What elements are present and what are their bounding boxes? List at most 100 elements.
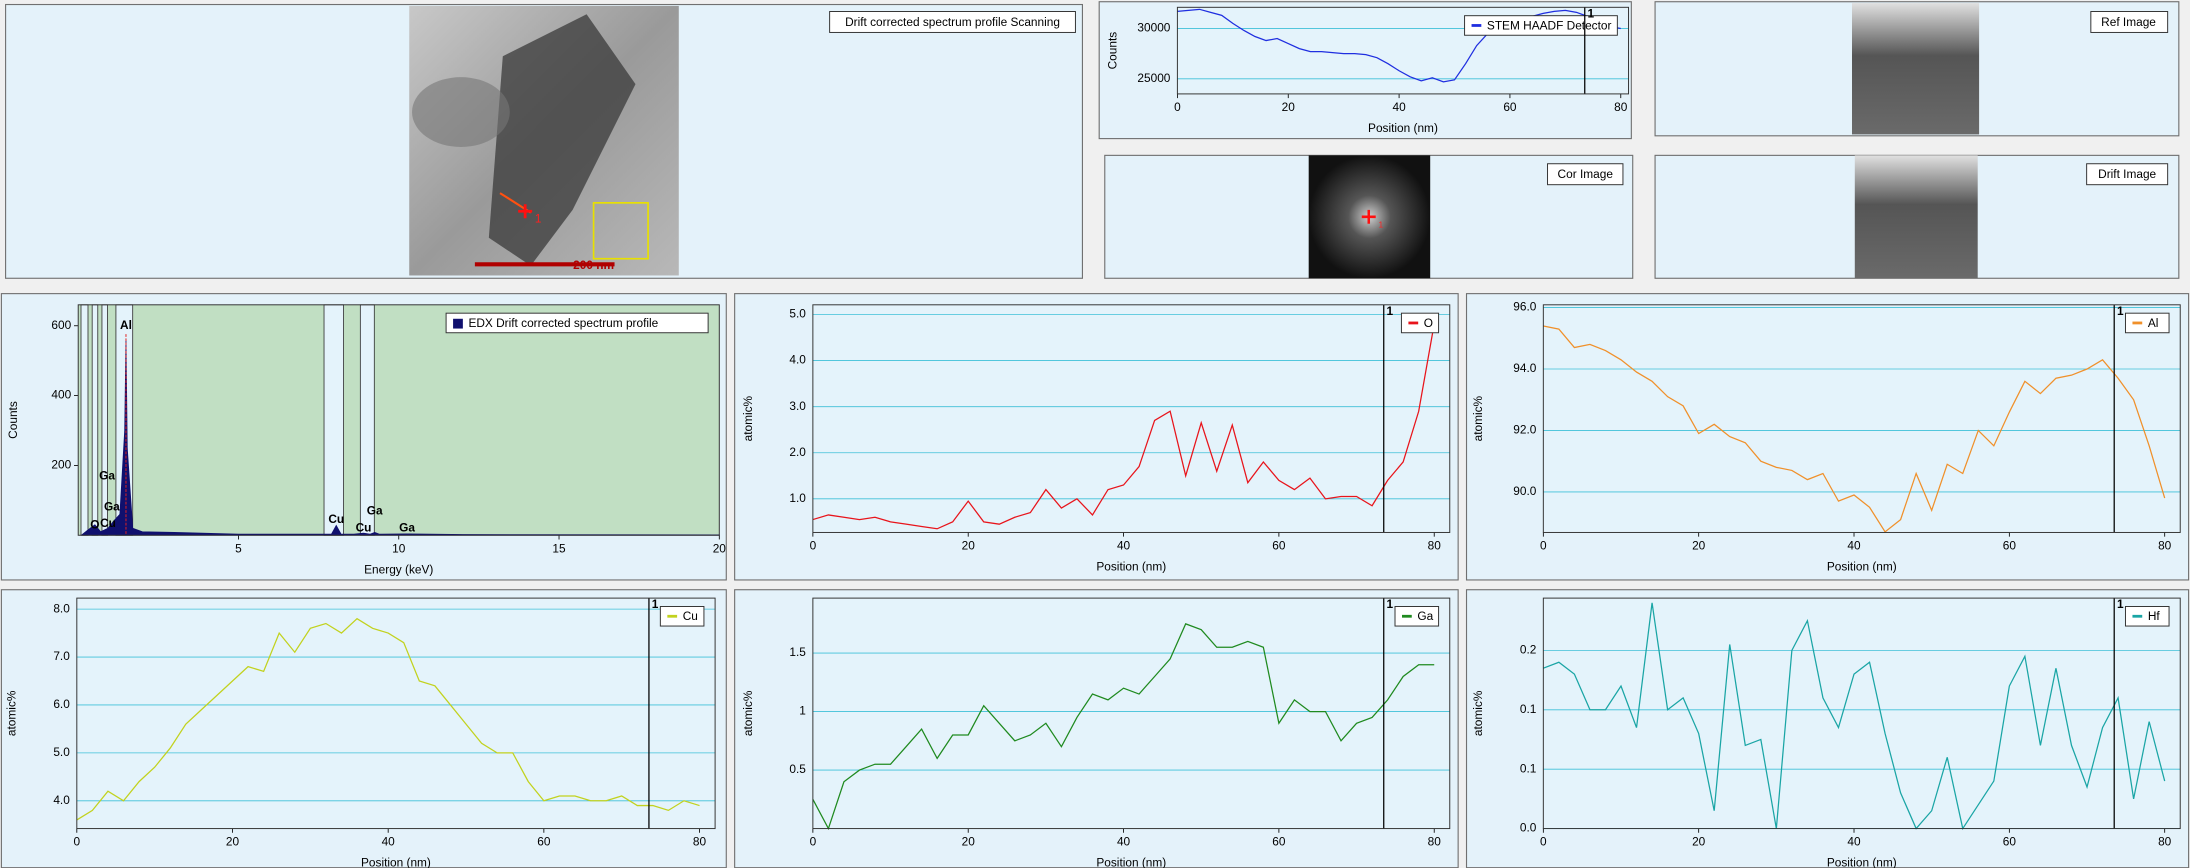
x-tick-label: 80 xyxy=(1614,100,1628,114)
peak-label: Ga xyxy=(104,499,120,513)
series-line xyxy=(1177,8,1621,83)
peak-label: Cu xyxy=(328,512,344,526)
y-tick-label: 4.0 xyxy=(789,353,806,367)
drift-roi xyxy=(592,202,649,260)
y-axis-label: Counts xyxy=(1105,32,1119,70)
x-tick-label: 80 xyxy=(1428,835,1442,849)
y-tick-label: 3.0 xyxy=(789,399,806,413)
x-tick-label: 10 xyxy=(392,541,406,555)
x-tick-label: 20 xyxy=(962,539,976,553)
cursor-label: 1 xyxy=(1588,6,1595,20)
peak-label: Al xyxy=(120,318,132,332)
legend-box xyxy=(2124,606,2170,627)
plot-frame xyxy=(1176,6,1630,95)
x-axis-label: Position (nm) xyxy=(1096,856,1166,868)
plot-area xyxy=(1543,598,2181,829)
x-tick-label: 60 xyxy=(1272,835,1286,849)
cursor-label: 1 xyxy=(1387,304,1394,318)
x-tick-label: 0 xyxy=(1540,539,1547,553)
x-tick-label: 40 xyxy=(1392,100,1406,114)
y-tick-label: 5.0 xyxy=(53,745,70,759)
y-axis-label: atomic% xyxy=(1471,690,1485,736)
y-tick-label: 400 xyxy=(51,388,71,402)
x-tick-label: 80 xyxy=(2158,539,2172,553)
x-tick-label: 20 xyxy=(1692,539,1706,553)
energy-window xyxy=(91,304,99,536)
x-tick-label: 60 xyxy=(1503,100,1517,114)
y-tick-label: 92.0 xyxy=(1513,423,1536,437)
peak-label: Cu xyxy=(100,516,116,530)
scale-bar-label: 200 nm xyxy=(573,258,614,272)
legend-box xyxy=(445,312,709,334)
series-line xyxy=(1543,602,2166,831)
tem-particle xyxy=(488,14,636,266)
y-axis-label: atomic% xyxy=(741,395,755,441)
legend-label: Hf xyxy=(2148,609,2161,623)
energy-window xyxy=(359,304,375,536)
panel-label: Cor Image xyxy=(1558,167,1614,181)
peak-label: Ga xyxy=(367,504,383,518)
y-tick-label: 25000 xyxy=(1137,71,1170,85)
peak-label: Ga xyxy=(99,469,115,483)
legend-box xyxy=(2124,312,2170,334)
x-tick-label: 40 xyxy=(1847,835,1861,849)
x-tick-label: 60 xyxy=(537,835,551,849)
x-tick-label: 80 xyxy=(693,835,707,849)
x-tick-label: 80 xyxy=(1428,539,1442,553)
peak-label: O xyxy=(90,518,99,532)
y-tick-label: 30000 xyxy=(1137,21,1170,35)
y-tick-label: 0.1 xyxy=(1520,761,1537,775)
y-tick-label: 7.0 xyxy=(53,649,70,663)
y-axis-label: Counts xyxy=(6,401,20,439)
panel-label: Ref Image xyxy=(2101,15,2156,29)
cursor-label: 1 xyxy=(2117,304,2124,318)
y-tick-label: 0.0 xyxy=(1520,821,1537,835)
plot-frame xyxy=(812,597,1451,830)
legend-label: Ga xyxy=(1417,609,1433,623)
x-tick-label: 40 xyxy=(1117,539,1131,553)
x-tick-label: 40 xyxy=(382,835,396,849)
series-line xyxy=(812,323,1435,530)
energy-window xyxy=(323,304,345,536)
x-axis-label: Position (nm) xyxy=(1096,560,1166,574)
x-axis-label: Position (nm) xyxy=(1368,121,1438,135)
x-tick-label: 60 xyxy=(2003,539,2017,553)
y-tick-label: 1 xyxy=(799,704,806,718)
x-tick-label: 15 xyxy=(552,541,566,555)
x-axis-label: Position (nm) xyxy=(1827,560,1897,574)
y-tick-label: 94.0 xyxy=(1513,361,1536,375)
legend-label: O xyxy=(1424,316,1433,330)
y-tick-label: 600 xyxy=(51,318,71,332)
series-line xyxy=(76,617,700,821)
label-box xyxy=(2090,11,2169,33)
x-tick-label: 0 xyxy=(810,539,817,553)
plot-area xyxy=(78,304,720,536)
y-tick-label: 6.0 xyxy=(53,697,70,711)
series-line xyxy=(1543,325,2166,533)
cursor-label: 1 xyxy=(1387,597,1394,611)
spectrum-area xyxy=(81,339,720,536)
y-tick-label: 90.0 xyxy=(1513,484,1536,498)
x-tick-label: 20 xyxy=(1692,835,1706,849)
x-tick-label: 60 xyxy=(2003,835,2017,849)
y-tick-label: 1.0 xyxy=(789,491,806,505)
legend-box xyxy=(1400,312,1440,334)
drift-image xyxy=(1854,155,1978,279)
tem-grain xyxy=(412,77,510,147)
cor-cross xyxy=(1361,209,1376,224)
x-tick-label: 40 xyxy=(1117,835,1131,849)
series-line xyxy=(812,623,1435,831)
y-axis-label: atomic% xyxy=(5,690,19,736)
legend-label: EDX Drift corrected spectrum profile xyxy=(468,316,658,330)
plot-frame xyxy=(1542,304,2181,533)
cursor-label: 1 xyxy=(652,597,659,611)
legend-label: Al xyxy=(2148,316,2159,330)
plot-area xyxy=(76,598,716,829)
peak-label: Ga xyxy=(399,520,415,534)
x-tick-label: 20 xyxy=(713,541,727,555)
label-box xyxy=(1547,163,1624,186)
x-axis-label: Position (nm) xyxy=(361,856,431,868)
x-tick-label: 20 xyxy=(1282,100,1296,114)
